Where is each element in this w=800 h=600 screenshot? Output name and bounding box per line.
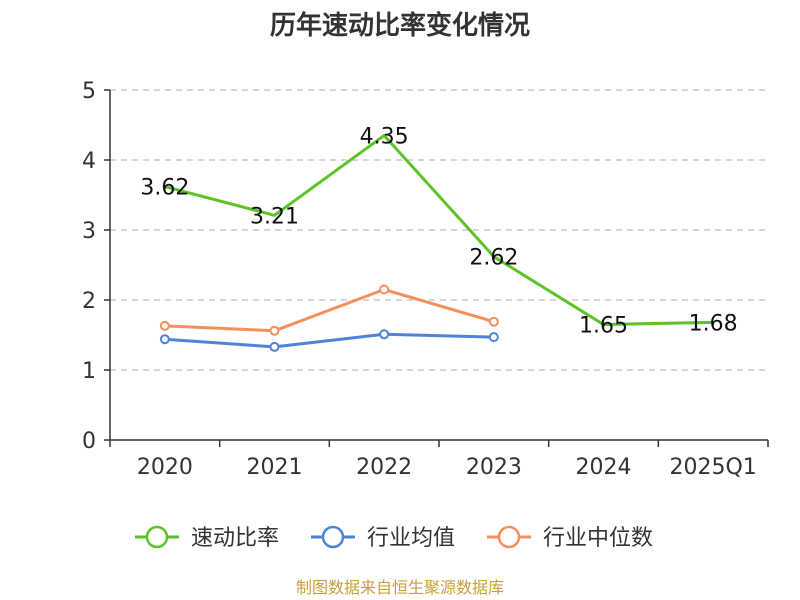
series-line: [164, 332, 494, 349]
legend-item[interactable]: 行业均值: [311, 525, 455, 551]
x-tick-label: 2023: [466, 455, 522, 480]
axes: 0 1 2 3 4 5 2020 2021 2022 2023 2024 2025Q1: [82, 79, 769, 480]
data-point: [159, 334, 170, 345]
legend-marker: [145, 525, 169, 549]
legend-item[interactable]: 速动比率: [135, 525, 279, 551]
data-point: [269, 341, 280, 352]
data-label: 1.65: [579, 314, 628, 339]
legend-label: 行业均值: [367, 526, 455, 551]
y-tick-label: 1: [82, 359, 96, 384]
legend-marker: [497, 525, 521, 549]
data-label: 2.62: [469, 246, 518, 271]
data-label: 3.62: [140, 176, 189, 201]
data-point: [379, 329, 390, 340]
data-label: 3.21: [250, 204, 299, 229]
data-point: [269, 325, 280, 336]
x-tick-label: 2021: [247, 455, 303, 480]
data-label: 1.68: [689, 311, 738, 336]
legend-label: 速动比率: [191, 526, 279, 551]
y-tick-label: 2: [82, 289, 96, 314]
series-line: [164, 134, 714, 326]
chart-title: 历年速动比率变化情况: [270, 10, 530, 41]
y-tick-label: 5: [82, 79, 96, 104]
series-lines: [159, 134, 714, 352]
legend-marker: [321, 525, 345, 549]
data-label: 4.35: [360, 125, 409, 150]
data-point: [159, 320, 170, 331]
legend: 速动比率 行业均值 行业中位数: [135, 525, 653, 551]
x-tick-label: 2024: [576, 455, 632, 480]
legend-item[interactable]: 行业中位数: [487, 525, 653, 551]
x-tick-label: 2022: [356, 455, 412, 480]
series-line: [164, 288, 495, 333]
y-tick-label: 0: [82, 429, 96, 454]
data-point: [488, 332, 499, 343]
x-tick-label: 2025Q1: [670, 455, 757, 480]
legend-label: 行业中位数: [543, 526, 653, 551]
y-tick-label: 3: [82, 219, 96, 244]
data-point: [379, 284, 390, 295]
data-point: [488, 316, 499, 327]
data-labels: 3.62 3.21 4.35 2.62 1.65 1.68: [140, 125, 737, 339]
x-tick-label: 2020: [137, 455, 193, 480]
y-tick-label: 4: [82, 149, 96, 174]
source-note: 制图数据来自恒生聚源数据库: [296, 578, 504, 597]
